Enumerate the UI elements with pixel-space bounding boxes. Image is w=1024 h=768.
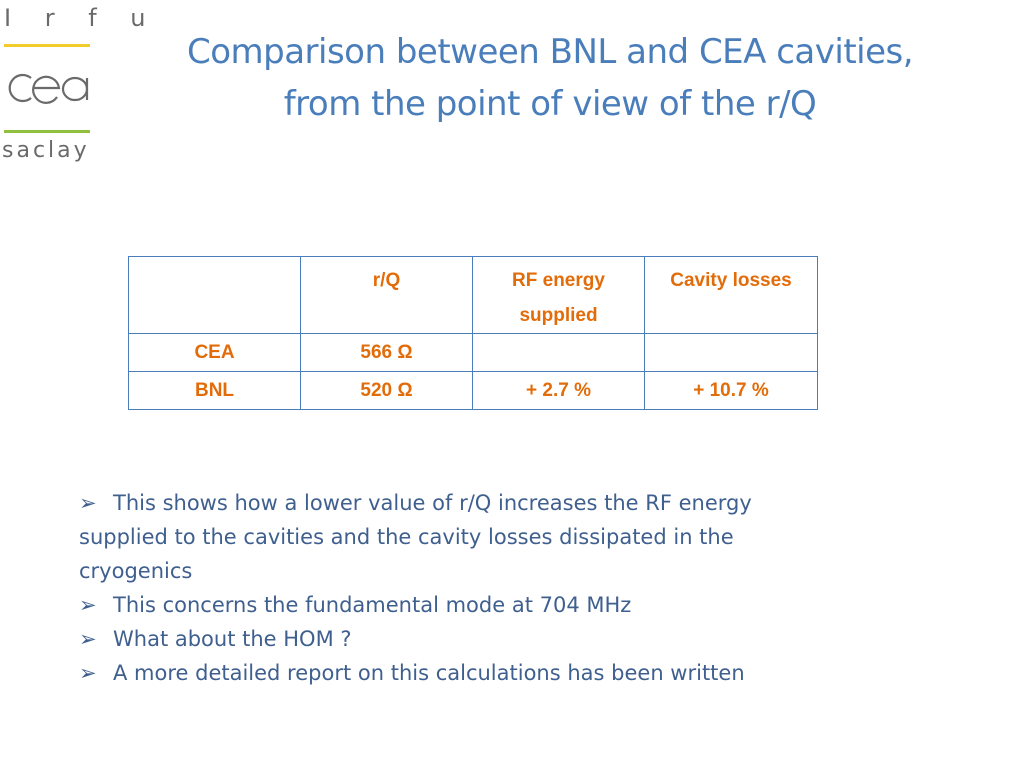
arrowhead-bullet-icon: ➢ bbox=[79, 627, 97, 651]
slide-title-line-1: Comparison between BNL and CEA cavities, bbox=[186, 32, 914, 72]
irfu-cea-saclay-logo: I r f u saclay bbox=[0, 0, 146, 175]
table-row: BNL 520 Ω + 2.7 % + 10.7 % bbox=[128, 371, 818, 410]
arrowhead-bullet-icon: ➢ bbox=[79, 593, 97, 617]
bullet-item: ➢ What about the HOM ? bbox=[79, 622, 839, 656]
table-row: CEA 566 Ω bbox=[128, 333, 818, 372]
logo-saclay-text: saclay bbox=[2, 138, 90, 163]
bullet-item: ➢ This shows how a lower value of r/Q inc… bbox=[79, 486, 839, 588]
slide-title-line-2: from the point of view of the r/Q bbox=[283, 84, 817, 124]
logo-green-line bbox=[4, 130, 90, 133]
arrowhead-bullet-icon: ➢ bbox=[79, 491, 97, 515]
table-cell: 566 Ω bbox=[300, 333, 473, 372]
slide-title: Comparison between BNL and CEA cavities,… bbox=[110, 26, 990, 130]
logo-yellow-line bbox=[4, 44, 90, 47]
table-cell bbox=[644, 333, 818, 372]
logo-cea-mark bbox=[8, 73, 89, 104]
table-header-cell: Cavity losses bbox=[644, 256, 818, 334]
table-cell: + 2.7 % bbox=[472, 371, 645, 410]
table-cell bbox=[472, 333, 645, 372]
comparison-table: r/Q RF energy supplied Cavity losses CEA… bbox=[128, 256, 818, 410]
table-header-cell: r/Q bbox=[300, 256, 473, 334]
table-header-cell: RF energy supplied bbox=[472, 256, 645, 334]
bullet-item: ➢ This concerns the fundamental mode at 7… bbox=[79, 588, 839, 622]
bullet-item: ➢ A more detailed report on this calculat… bbox=[79, 656, 839, 690]
table-cell: BNL bbox=[128, 371, 301, 410]
arrowhead-bullet-icon: ➢ bbox=[79, 661, 97, 685]
table-cell: 520 Ω bbox=[300, 371, 473, 410]
bullet-list: ➢ This shows how a lower value of r/Q inc… bbox=[79, 486, 839, 690]
logo-irfu-text: I r f u bbox=[4, 4, 159, 32]
table-header-row: r/Q RF energy supplied Cavity losses bbox=[128, 256, 818, 334]
table-header-cell bbox=[128, 256, 301, 334]
table-cell: CEA bbox=[128, 333, 301, 372]
table-cell: + 10.7 % bbox=[644, 371, 818, 410]
